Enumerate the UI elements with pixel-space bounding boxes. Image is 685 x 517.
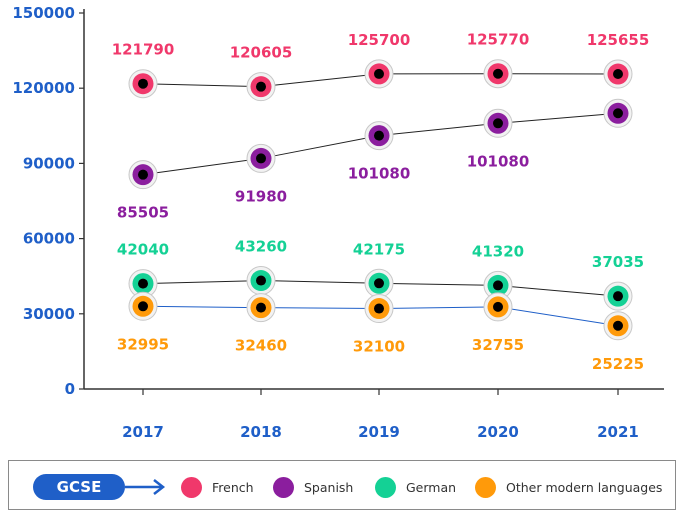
point-center xyxy=(613,291,623,302)
data-label-german: 42040 xyxy=(117,241,169,259)
point-center xyxy=(138,78,148,89)
point-german xyxy=(128,269,158,299)
point-other-modern-languages xyxy=(246,293,276,323)
legend-swatch xyxy=(475,476,496,498)
legend: GCSE French Spanish German Other modern … xyxy=(8,460,676,510)
legend-swatch xyxy=(375,476,396,498)
data-label-german: 37035 xyxy=(592,253,644,271)
point-center xyxy=(493,118,503,129)
arrow-right-icon xyxy=(125,479,166,495)
legend-swatch xyxy=(273,476,294,498)
point-german xyxy=(364,268,394,298)
data-label-spanish: 91980 xyxy=(235,187,287,205)
data-labels: 121790 120605 125700 125770 125655 85505 91980… xyxy=(112,31,650,373)
point-other-modern-languages xyxy=(128,291,158,321)
data-label-german: 43260 xyxy=(235,238,287,256)
point-center xyxy=(138,169,148,180)
x-tick-label: 2018 xyxy=(240,423,282,441)
legend-label: Other modern languages xyxy=(506,479,663,495)
legend-item-german: German xyxy=(375,474,456,500)
data-label-french: 125770 xyxy=(467,31,530,49)
data-label-other-modern-languages: 32995 xyxy=(117,335,169,353)
point-center xyxy=(374,278,384,289)
data-label-french: 121790 xyxy=(112,41,175,59)
data-label-french: 125655 xyxy=(587,31,650,49)
y-axis-ticks: 0 30000 60000 90000 120000 150000 xyxy=(12,4,84,398)
point-center xyxy=(256,302,266,313)
y-tick-label: 120000 xyxy=(12,79,75,97)
y-tick-label: 90000 xyxy=(23,154,75,172)
point-center xyxy=(256,275,266,286)
x-tick-label: 2020 xyxy=(477,423,519,441)
legend-label: German xyxy=(406,479,457,495)
point-center xyxy=(493,68,503,79)
legend-item-spanish: Spanish xyxy=(273,474,353,500)
point-french xyxy=(128,69,158,99)
legend-item-other-modern-languages: Other modern languages xyxy=(475,474,662,500)
data-label-other-modern-languages: 32755 xyxy=(472,336,524,354)
data-label-other-modern-languages: 32100 xyxy=(353,338,405,356)
point-other-modern-languages xyxy=(483,292,513,322)
point-german xyxy=(603,281,633,311)
y-tick-label: 0 xyxy=(65,380,75,398)
point-french xyxy=(603,59,633,89)
point-french xyxy=(483,59,513,89)
point-spanish xyxy=(603,98,633,128)
point-center xyxy=(613,69,623,80)
point-center xyxy=(613,108,623,119)
point-other-modern-languages xyxy=(603,311,633,341)
x-tick-label: 2019 xyxy=(358,423,400,441)
x-tick-label: 2021 xyxy=(597,423,639,441)
y-tick-label: 30000 xyxy=(23,305,75,323)
point-spanish xyxy=(128,160,158,190)
series-points xyxy=(128,59,633,341)
axes xyxy=(83,9,664,390)
y-tick-label: 60000 xyxy=(23,230,75,248)
point-center xyxy=(138,301,148,312)
point-center xyxy=(613,320,623,331)
legend-swatch xyxy=(181,476,202,498)
point-spanish xyxy=(246,143,276,173)
point-center xyxy=(256,81,266,92)
point-spanish xyxy=(364,121,394,151)
data-label-spanish: 101080 xyxy=(467,152,530,170)
data-label-spanish: 85505 xyxy=(117,204,169,222)
point-center xyxy=(256,153,266,164)
x-axis-ticks: 2017 2018 2019 2020 2021 xyxy=(122,389,639,441)
data-label-french: 125700 xyxy=(348,31,411,49)
data-label-other-modern-languages: 25225 xyxy=(592,355,644,373)
point-center xyxy=(374,68,384,79)
data-label-german: 42175 xyxy=(353,240,405,258)
legend-label: Spanish xyxy=(304,479,354,495)
y-tick-label: 150000 xyxy=(12,4,75,22)
point-center xyxy=(138,278,148,289)
data-label-french: 120605 xyxy=(230,44,293,62)
data-label-german: 41320 xyxy=(472,242,524,260)
x-tick-label: 2017 xyxy=(122,423,164,441)
point-german xyxy=(246,266,276,296)
legend-item-french: French xyxy=(181,474,254,500)
point-french xyxy=(246,72,276,102)
point-other-modern-languages xyxy=(364,294,394,324)
point-center xyxy=(493,301,503,312)
point-center xyxy=(374,130,384,141)
point-center xyxy=(493,280,503,291)
legend-tag-gcse: GCSE xyxy=(33,474,125,500)
point-french xyxy=(364,59,394,89)
legend-label: French xyxy=(212,479,254,495)
data-label-other-modern-languages: 32460 xyxy=(235,337,287,355)
point-german xyxy=(483,270,513,300)
data-label-spanish: 101080 xyxy=(348,165,411,183)
point-center xyxy=(374,303,384,314)
point-spanish xyxy=(483,108,513,138)
